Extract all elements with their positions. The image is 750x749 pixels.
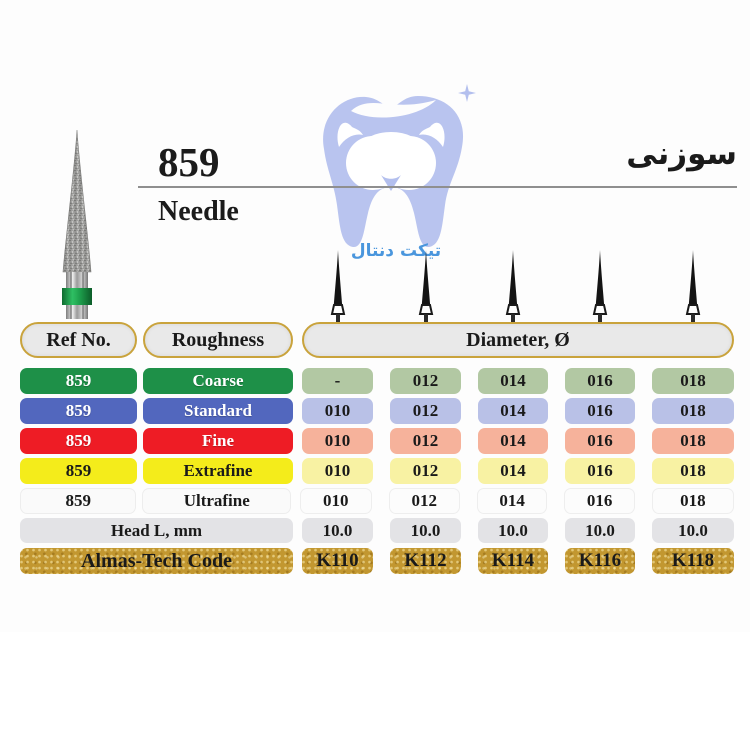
table-row-coarse: 859 Coarse - 012 014 016 018 xyxy=(20,368,734,394)
needle-tip-icon xyxy=(418,250,434,323)
needle-tip-icon xyxy=(330,250,346,323)
product-name-en: Needle xyxy=(158,196,239,227)
diameter-cell: 014 xyxy=(478,368,548,394)
table-row-fine: 859 Fine 010 012 014 016 018 xyxy=(20,428,734,454)
diameter-cell: 018 xyxy=(652,428,734,454)
ref-cell: 859 xyxy=(20,428,137,454)
diameter-cell: 016 xyxy=(565,398,635,424)
ref-no-header: Ref No. xyxy=(20,322,137,358)
needle-tip-icon xyxy=(592,250,608,323)
table-row-head-length: Head L, mm 10.0 10.0 10.0 10.0 10.0 xyxy=(20,518,734,543)
roughness-cell: Coarse xyxy=(143,368,293,394)
diameter-cell: 012 xyxy=(390,458,461,484)
diameter-cell: 016 xyxy=(565,458,635,484)
head-length-cell: 10.0 xyxy=(652,518,734,543)
watermark-caption: تیکت دنتال xyxy=(350,241,442,261)
needle-tip-icon xyxy=(505,250,521,323)
diameter-cell: 012 xyxy=(390,428,461,454)
table-row-extrafine: 859 Extrafine 010 012 014 016 018 xyxy=(20,458,734,484)
diameter-header: Diameter, Ø xyxy=(302,322,734,358)
diameter-cell: 018 xyxy=(652,458,734,484)
diameter-cell: 016 xyxy=(565,368,635,394)
diameter-cell: 014 xyxy=(478,458,548,484)
code-cell: K114 xyxy=(478,548,548,574)
diameter-cell: 018 xyxy=(652,398,734,424)
head-length-cell: 10.0 xyxy=(478,518,548,543)
diameter-cell: 012 xyxy=(388,488,460,514)
diameter-cell: 010 xyxy=(302,398,373,424)
sparkle-icon xyxy=(458,84,476,102)
needle-tip-icon xyxy=(685,250,701,323)
ref-cell: 859 xyxy=(20,368,137,394)
table-row-standard: 859 Standard 010 012 014 016 018 xyxy=(20,398,734,424)
product-name-fa: سوزنی xyxy=(626,136,737,172)
diameter-cell: 014 xyxy=(478,398,548,424)
ref-cell: 859 xyxy=(20,398,137,424)
head-length-label: Head L, mm xyxy=(20,518,293,543)
head-length-cell: 10.0 xyxy=(565,518,635,543)
table-header-row: Ref No. Roughness Diameter, Ø xyxy=(20,322,734,358)
roughness-header: Roughness xyxy=(143,322,293,358)
code-cell: K118 xyxy=(652,548,734,574)
diameter-cell: 016 xyxy=(564,488,635,514)
roughness-cell: Ultrafine xyxy=(142,488,292,514)
diameter-cell: 012 xyxy=(390,368,461,394)
diameter-cell: 010 xyxy=(300,488,372,514)
diameter-cell: - xyxy=(302,368,373,394)
diameter-cell: 016 xyxy=(565,428,635,454)
roughness-cell: Extrafine xyxy=(143,458,293,484)
diameter-cell: 018 xyxy=(651,488,735,514)
roughness-cell: Standard xyxy=(143,398,293,424)
diameter-cell: 010 xyxy=(302,428,373,454)
code-cell: K116 xyxy=(565,548,635,574)
spec-table: Ref No. Roughness Diameter, Ø 859 Coarse… xyxy=(20,322,735,574)
table-row-code: Almas-Tech Code K110 K112 K114 K116 K118 xyxy=(20,548,734,574)
diameter-cell: 014 xyxy=(478,428,548,454)
code-label: Almas-Tech Code xyxy=(20,548,293,574)
head-length-cell: 10.0 xyxy=(390,518,461,543)
roughness-cell: Fine xyxy=(143,428,293,454)
diameter-cell: 012 xyxy=(390,398,461,424)
ref-cell: 859 xyxy=(20,458,137,484)
diamond-bur-image xyxy=(62,129,92,319)
table-row-ultrafine: 859 Ultrafine 010 012 014 016 018 xyxy=(20,488,735,514)
divider-line xyxy=(138,186,737,188)
diameter-cell: 014 xyxy=(476,488,548,514)
product-number: 859 xyxy=(158,139,220,185)
head-length-cell: 10.0 xyxy=(302,518,373,543)
diameter-cell: 018 xyxy=(652,368,734,394)
ref-cell: 859 xyxy=(20,488,137,514)
background-strip xyxy=(0,632,750,749)
code-cell: K110 xyxy=(302,548,373,574)
diameter-cell: 010 xyxy=(302,458,373,484)
code-cell: K112 xyxy=(390,548,461,574)
tooth-owl-logo-icon xyxy=(323,96,464,248)
